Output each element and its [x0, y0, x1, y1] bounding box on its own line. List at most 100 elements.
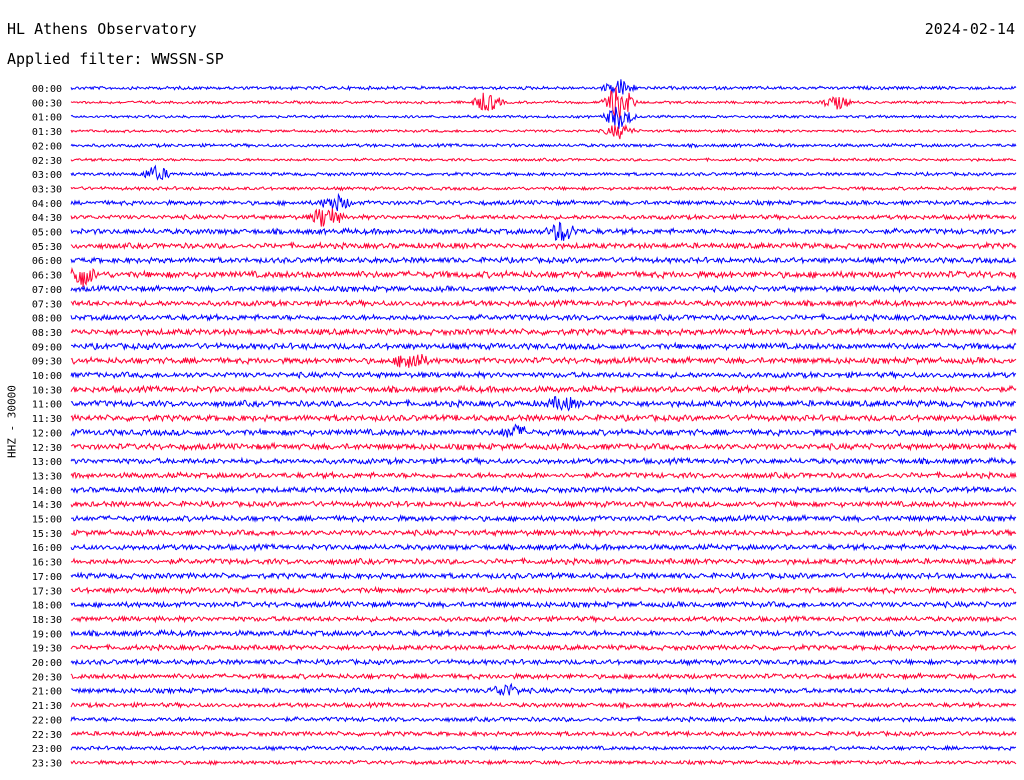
- trace-0800: [70, 312, 1017, 323]
- trace-2130: [70, 701, 1017, 710]
- traces: [70, 79, 1017, 766]
- trace-1330: [70, 470, 1017, 480]
- row-label: 08:30: [32, 328, 62, 339]
- station-title: HL Athens Observatory: [7, 20, 197, 38]
- trace-0430: [70, 208, 1017, 227]
- row-label: 09:30: [32, 357, 62, 368]
- row-label: 15:00: [32, 515, 62, 526]
- trace-1830: [70, 614, 1017, 624]
- row-label: 23:30: [32, 758, 62, 769]
- trace-2030: [70, 672, 1017, 681]
- row-label: 02:30: [32, 156, 62, 167]
- trace-0000: [70, 79, 1017, 95]
- row-label: 16:30: [32, 558, 62, 569]
- row-label: 15:30: [32, 529, 62, 540]
- row-label: 20:30: [32, 672, 62, 683]
- filter-label: Applied filter: WWSSN-SP: [7, 50, 224, 68]
- trace-2200: [70, 715, 1016, 723]
- trace-2000: [70, 657, 1017, 667]
- trace-0530: [70, 240, 1017, 251]
- row-label: 19:00: [32, 629, 62, 640]
- row-label: 23:00: [32, 744, 62, 755]
- row-label: 22:00: [32, 715, 62, 726]
- trace-1800: [70, 599, 1017, 610]
- trace-1600: [70, 542, 1017, 553]
- row-label: 00:30: [32, 98, 62, 109]
- trace-2230: [70, 729, 1017, 738]
- trace-0130: [70, 123, 1017, 140]
- trace-0930: [70, 353, 1017, 368]
- trace-1300: [70, 456, 1017, 467]
- trace-0830: [70, 327, 1017, 337]
- trace-0300: [70, 164, 1017, 181]
- trace-0230: [70, 157, 1017, 163]
- row-label: 01:30: [32, 127, 62, 138]
- row-label: 20:00: [32, 658, 62, 669]
- row-label: 03:00: [32, 170, 62, 181]
- trace-1230: [70, 441, 1017, 452]
- row-label: 11:00: [32, 400, 62, 411]
- trace-1030: [70, 384, 1017, 395]
- trace-1930: [70, 643, 1017, 652]
- row-label: 19:30: [32, 644, 62, 655]
- trace-0100: [70, 106, 1017, 129]
- row-label: 10:30: [32, 385, 62, 396]
- trace-1730: [70, 585, 1017, 595]
- trace-1500: [71, 513, 1017, 524]
- row-label: 01:00: [32, 113, 62, 124]
- trace-0030: [70, 86, 1017, 120]
- row-labels: 00:00 00:30 01:00 01:30 02:00 02:30 03:00 03:30…: [32, 84, 62, 769]
- trace-0700: [70, 284, 1017, 294]
- row-label: 04:00: [32, 199, 62, 210]
- row-label: 21:00: [32, 687, 62, 698]
- row-label: 11:30: [32, 414, 62, 425]
- trace-0630: [70, 267, 1017, 288]
- row-label: 10:00: [32, 371, 62, 382]
- row-label: 14:30: [32, 500, 62, 511]
- row-label: 07:00: [32, 285, 62, 296]
- trace-1200: [70, 423, 1017, 438]
- record-date: 2024-02-14: [924, 20, 1015, 38]
- row-label: 12:30: [32, 443, 62, 454]
- trace-1000: [70, 370, 1017, 380]
- trace-1900: [70, 628, 1017, 638]
- row-label: 08:00: [32, 314, 62, 325]
- trace-1400: [70, 485, 1017, 495]
- row-label: 17:00: [32, 572, 62, 583]
- row-label: 13:00: [32, 457, 62, 468]
- row-label: 05:00: [32, 228, 62, 239]
- row-label: 09:00: [32, 342, 62, 353]
- row-label: 06:00: [32, 256, 62, 267]
- row-label: 00:00: [32, 84, 62, 95]
- trace-0330: [70, 185, 1017, 192]
- trace-0730: [70, 298, 1017, 309]
- trace-2300: [70, 744, 1017, 752]
- trace-0500: [70, 221, 1017, 241]
- row-label: 22:30: [32, 730, 62, 741]
- row-label: 16:00: [32, 543, 62, 554]
- row-label: 12:00: [32, 428, 62, 439]
- row-label: 21:30: [32, 701, 62, 712]
- trace-0600: [70, 255, 1017, 265]
- row-label: 07:30: [32, 299, 62, 310]
- trace-0900: [70, 341, 1017, 352]
- trace-0400: [70, 192, 1017, 212]
- trace-1430: [70, 499, 1017, 509]
- trace-1700: [70, 571, 1017, 581]
- row-label: 18:00: [32, 601, 62, 612]
- row-label: 04:30: [32, 213, 62, 224]
- row-label: 02:00: [32, 141, 62, 152]
- trace-0200: [70, 142, 1017, 149]
- trace-1630: [70, 556, 1017, 567]
- trace-1530: [70, 528, 1017, 538]
- trace-1130: [70, 413, 1017, 423]
- row-label: 14:00: [32, 486, 62, 497]
- row-label: 17:30: [32, 586, 62, 597]
- trace-2100: [70, 682, 1017, 697]
- row-label: 03:30: [32, 184, 62, 195]
- row-label: 13:30: [32, 471, 62, 482]
- trace-1100: [70, 396, 1017, 412]
- row-label: 06:30: [32, 271, 62, 282]
- trace-2330: [70, 758, 1017, 766]
